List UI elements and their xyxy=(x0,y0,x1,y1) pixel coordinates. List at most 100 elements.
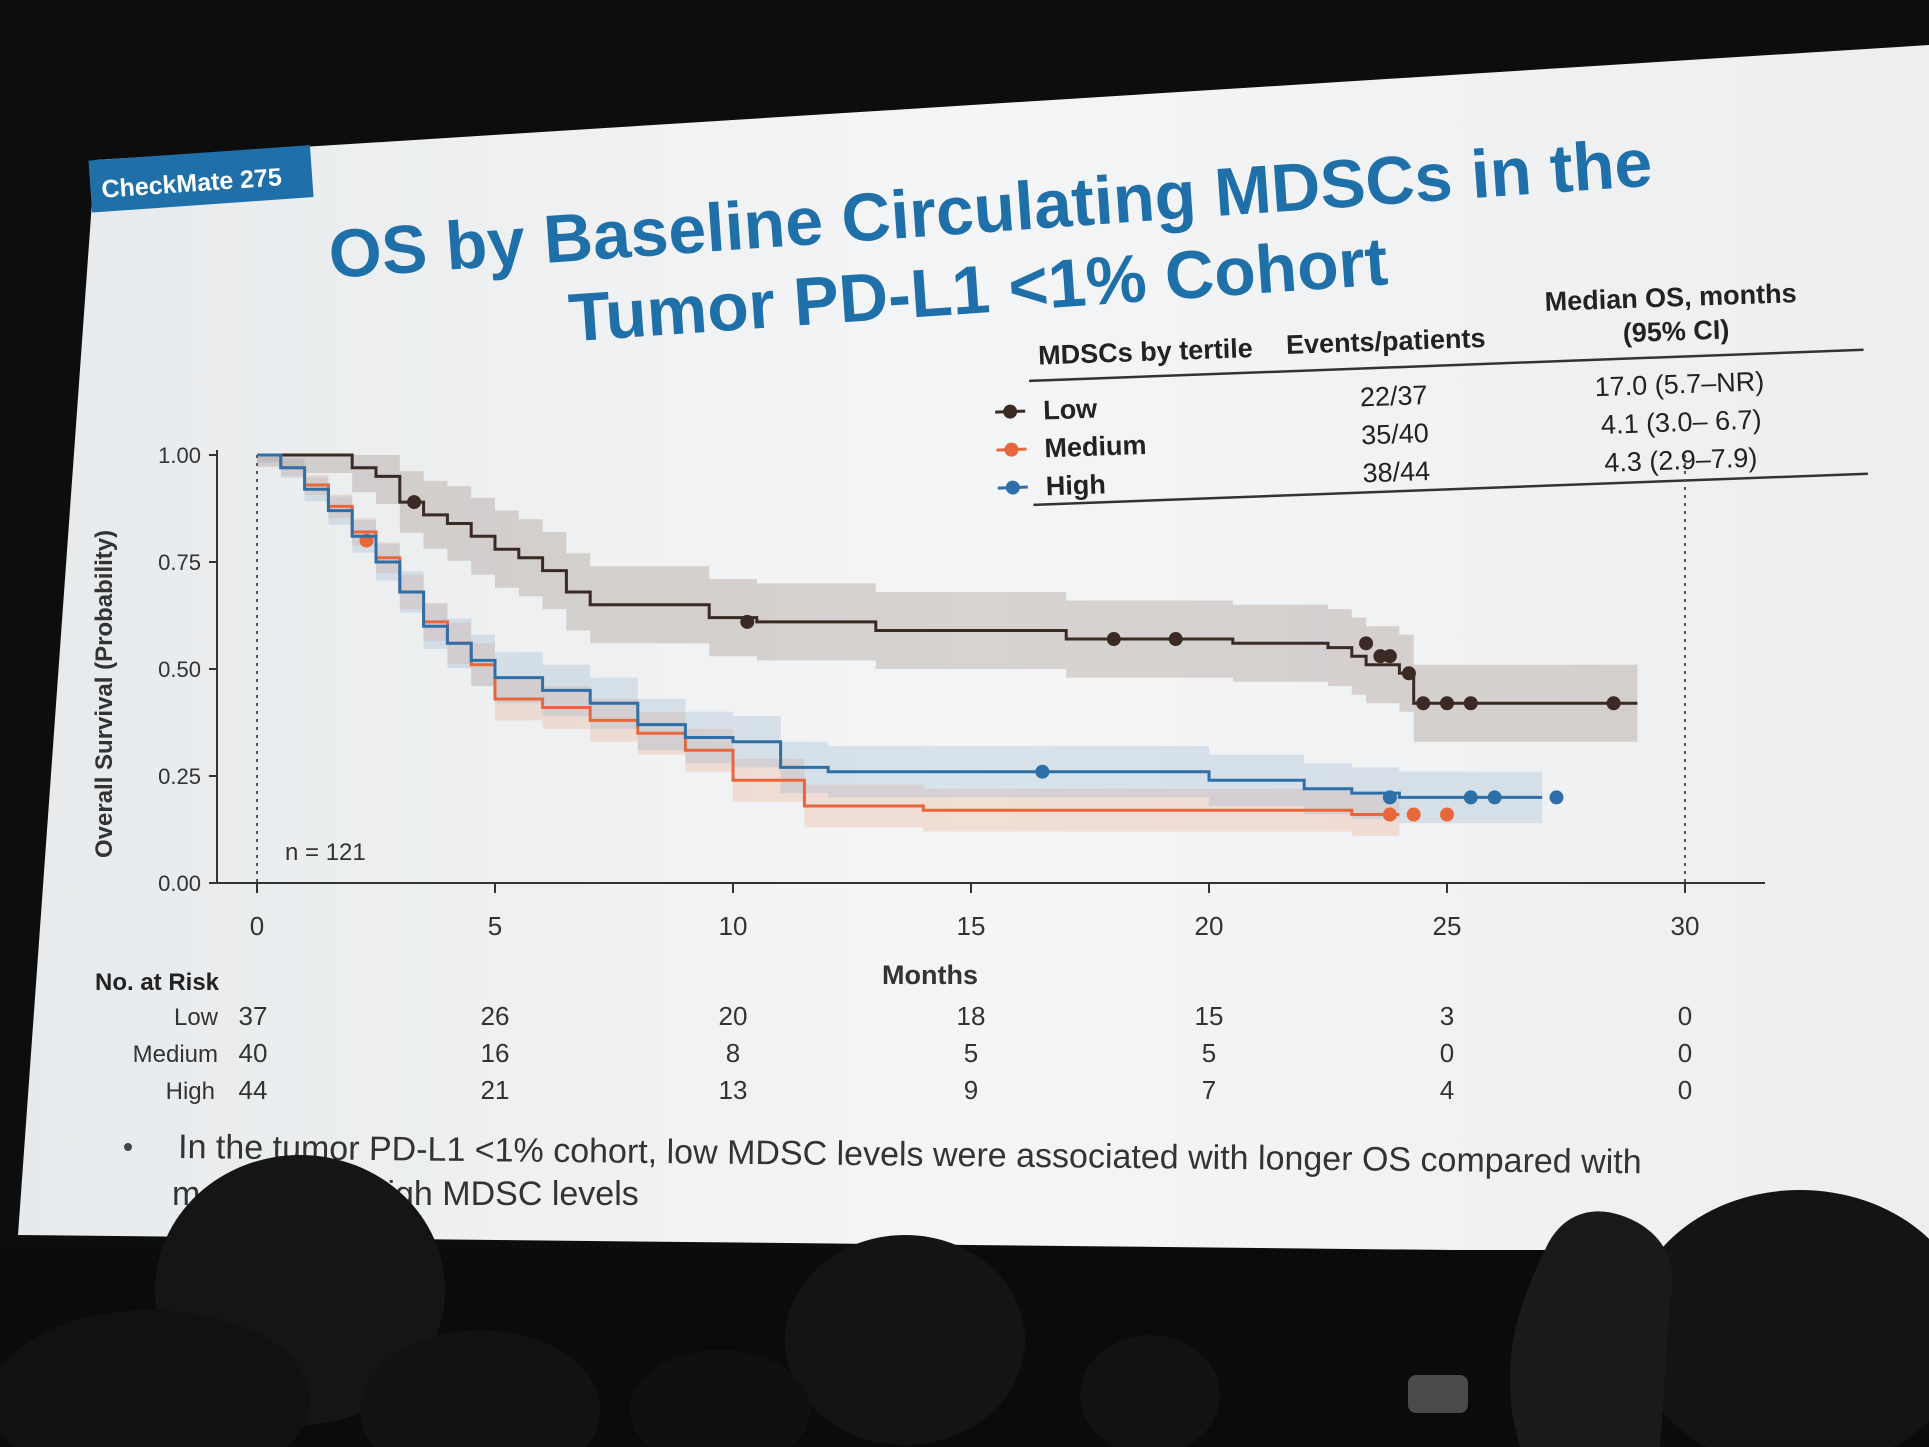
censor-mark-low xyxy=(1106,632,1121,647)
head-silhouette xyxy=(785,1235,1025,1445)
y-tick-label: 1.00 xyxy=(158,443,201,468)
legend-label-medium: Medium xyxy=(1044,430,1147,464)
confidence-bands xyxy=(257,455,1638,836)
y-tick-label: 0.25 xyxy=(158,764,201,789)
censor-mark-low xyxy=(1440,696,1454,711)
censor-mark-high xyxy=(1487,790,1502,805)
legend-row-medium: Medium 35/40 4.1 (3.0– 6.7) xyxy=(996,404,1762,464)
legend-events-medium: 35/40 xyxy=(1361,418,1430,450)
legend-bottom-rule xyxy=(1033,472,1868,507)
head-silhouette xyxy=(1630,1190,1929,1447)
risk-cell: 16 xyxy=(481,1038,510,1068)
risk-row-label-high: High xyxy=(166,1078,215,1105)
study-badge: CheckMate 275 xyxy=(88,145,314,213)
x-tick-label: 15 xyxy=(957,911,986,941)
x-tick-label: 20 xyxy=(1195,911,1224,941)
risk-cell: 44 xyxy=(239,1075,268,1105)
survival-curve-medium xyxy=(257,453,1400,816)
legend-median-low: 17.0 (5.7–NR) xyxy=(1594,366,1765,402)
risk-cell: 40 xyxy=(239,1038,268,1068)
raised-hand-silhouette xyxy=(1509,1211,1673,1447)
legend-row-high: High 38/44 4.3 (2.9–7.9) xyxy=(997,443,1758,501)
ci-band-high xyxy=(257,455,1543,824)
x-tick-label: 25 xyxy=(1433,911,1462,941)
x-tick-label: 10 xyxy=(719,911,748,941)
risk-row-label-medium: Medium xyxy=(133,1041,218,1068)
legend-marker-high xyxy=(1005,480,1020,495)
legend-median-medium: 4.1 (3.0– 6.7) xyxy=(1600,404,1762,440)
risk-cell: 5 xyxy=(1202,1038,1216,1068)
legend-top-rule xyxy=(1029,348,1864,383)
x-tick-label: 30 xyxy=(1671,911,1700,941)
y-tick-label: 0.75 xyxy=(158,550,201,575)
legend-row-low: Low 22/37 17.0 (5.7–NR) xyxy=(995,366,1765,426)
n-annotation: n = 121 xyxy=(285,839,366,866)
legend-marker-medium xyxy=(1004,442,1019,457)
chart-axes: 0.00 0.25 0.50 0.75 1.00 0 5 10 15 20 25 30 xyxy=(158,443,1765,941)
legend-events-low: 22/37 xyxy=(1359,380,1428,412)
risk-cell: 5 xyxy=(964,1038,978,1068)
censor-mark-medium xyxy=(1406,807,1421,822)
censor-mark-low xyxy=(1382,649,1397,664)
risk-cell: 0 xyxy=(1440,1038,1454,1068)
ci-band-medium xyxy=(257,455,1400,836)
head-silhouette xyxy=(0,1310,310,1447)
legend-events-high: 38/44 xyxy=(1362,456,1431,488)
head-silhouette xyxy=(1080,1335,1220,1447)
censor-mark-medium xyxy=(1440,807,1454,822)
risk-table-header: No. at Risk xyxy=(95,969,220,996)
km-chart: 0.00 0.25 0.50 0.75 1.00 0 5 10 15 20 25 30 n = 121… xyxy=(91,443,1765,990)
audience-silhouettes xyxy=(0,1155,1929,1447)
y-axis-title: Overall Survival (Probability) xyxy=(91,530,118,858)
risk-cell: 13 xyxy=(719,1075,748,1105)
risk-cell: 20 xyxy=(719,1001,748,1031)
censor-mark-high xyxy=(1035,764,1050,779)
risk-row-label-low: Low xyxy=(174,1004,219,1031)
censor-mark-medium xyxy=(1382,807,1397,822)
censor-mark-low xyxy=(740,614,755,629)
censor-mark-low xyxy=(1463,696,1478,711)
legend-label-low: Low xyxy=(1043,394,1099,426)
legend-median-high: 4.3 (2.9–7.9) xyxy=(1604,443,1758,478)
censor-mark-high xyxy=(1463,790,1478,805)
legend-col-events: Events/patients xyxy=(1285,323,1485,360)
legend-label-high: High xyxy=(1045,469,1106,501)
censor-mark-low xyxy=(1359,636,1374,651)
censor-mark-low xyxy=(1168,632,1183,647)
slide-background xyxy=(18,45,1929,1255)
head-silhouette xyxy=(630,1350,810,1447)
y-tick-label: 0.50 xyxy=(158,657,201,682)
bullet-dot xyxy=(124,1143,132,1151)
legend-marker-low xyxy=(1003,404,1018,419)
y-tick-label: 0.00 xyxy=(158,871,201,896)
risk-cell: 9 xyxy=(964,1075,978,1105)
censor-mark-low xyxy=(1606,696,1621,711)
x-axis-title: Months xyxy=(882,960,978,990)
risk-cell: 18 xyxy=(957,1001,986,1031)
censor-mark-low xyxy=(1416,696,1431,711)
risk-cell: 3 xyxy=(1440,1001,1454,1031)
legend-table: MDSCs by tertile Events/patients Median … xyxy=(995,278,1868,507)
legend-col-median-2: (95% CI) xyxy=(1622,314,1730,348)
survival-curves xyxy=(257,453,1638,822)
censor-mark-low xyxy=(1401,666,1416,681)
survival-curve-high xyxy=(257,453,1543,799)
censor-mark-high xyxy=(1549,790,1564,805)
risk-cell: 4 xyxy=(1440,1075,1454,1105)
risk-cell: 37 xyxy=(239,1001,268,1031)
legend-col-tertile: MDSCs by tertile xyxy=(1038,333,1253,370)
censor-mark-high xyxy=(1382,790,1397,805)
x-tick-label: 0 xyxy=(250,911,264,941)
risk-cell: 8 xyxy=(726,1038,740,1068)
risk-cell: 26 xyxy=(481,1001,510,1031)
risk-cell: 0 xyxy=(1678,1075,1692,1105)
x-tick-label: 5 xyxy=(488,911,502,941)
watch-icon xyxy=(1408,1375,1468,1413)
risk-cell: 7 xyxy=(1202,1075,1216,1105)
risk-cell: 21 xyxy=(481,1075,510,1105)
risk-cell: 0 xyxy=(1678,1001,1692,1031)
head-silhouette xyxy=(360,1330,600,1447)
censor-mark-low xyxy=(407,495,422,510)
